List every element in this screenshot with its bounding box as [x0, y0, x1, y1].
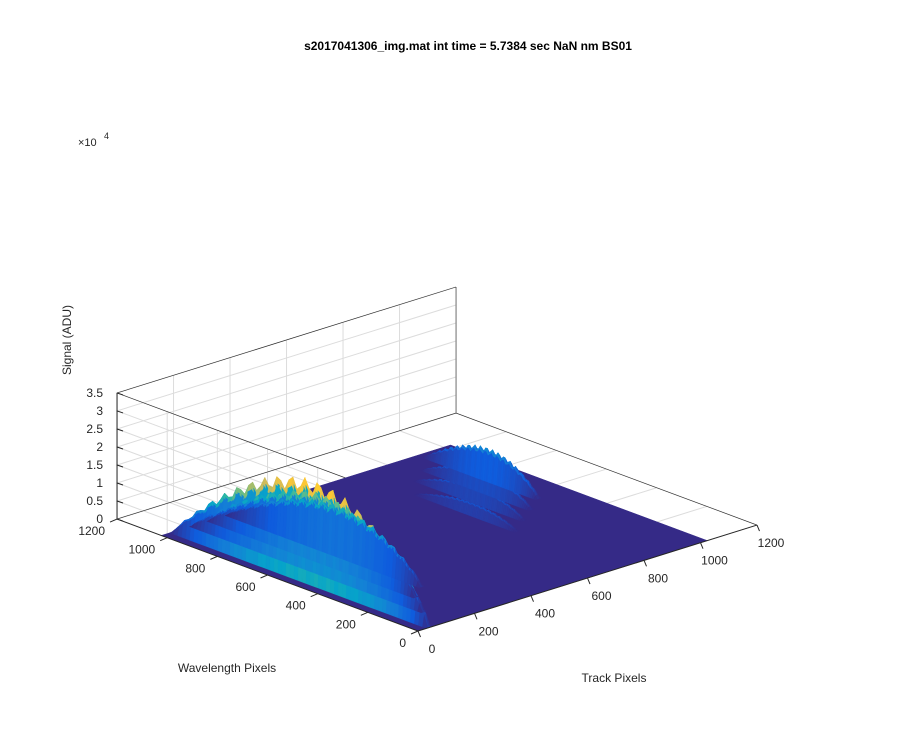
y-tick-label: 200: [336, 617, 356, 631]
surface-patch: [419, 580, 425, 587]
x-tick-mark: [417, 630, 421, 638]
surface-patch: [413, 588, 419, 598]
x-tick-label: 600: [591, 589, 611, 603]
x-tick-mark: [530, 595, 534, 602]
z-axis-label: Signal (ADU): [60, 305, 74, 375]
y-tick-label: 0: [399, 636, 406, 650]
y-tick-label: 600: [235, 580, 255, 594]
surface-track: [224, 497, 425, 588]
surface: [160, 444, 709, 632]
x-tick-mark: [700, 542, 704, 549]
z-tick-label: 2.5: [86, 422, 103, 436]
z-tick-mark: [116, 392, 124, 396]
z-tick-label: 1: [96, 476, 103, 490]
y-tick-mark: [360, 611, 369, 616]
z-tick-mark: [116, 482, 124, 486]
surface-track: [413, 493, 521, 533]
x-axis-label: Track Pixels: [582, 671, 647, 685]
y-tick-mark: [410, 630, 419, 635]
surface-patch: [523, 517, 528, 521]
tick-labels: 0200400600800100012000200400600800100012…: [78, 386, 784, 656]
y-tick-mark: [109, 518, 118, 523]
x-tick-label: 1200: [758, 536, 785, 550]
z-tick-label: 0.5: [86, 494, 103, 508]
y-tick-mark: [310, 593, 318, 598]
z-tick-label: 0: [96, 512, 103, 526]
y-tick-mark: [260, 574, 268, 579]
z-tick-label: 1.5: [86, 458, 103, 472]
x-tick-label: 200: [478, 624, 498, 638]
box-edge: [116, 412, 457, 520]
x-tick-mark: [587, 577, 591, 585]
box-edge: [455, 412, 758, 526]
z-tick-mark: [116, 500, 124, 504]
surface-patch: [421, 603, 428, 612]
z-tick-mark: [116, 410, 124, 414]
z-exponent-label: ×10 4: [78, 131, 109, 149]
y-tick-mark: [160, 537, 168, 542]
z-exponent-power: 4: [104, 131, 109, 141]
box-edge: [116, 286, 457, 394]
z-exponent-base: ×10: [78, 137, 97, 149]
z-tick-mark: [116, 464, 124, 468]
z-tick-label: 3: [96, 404, 103, 418]
x-tick-label: 400: [535, 607, 555, 621]
y-tick-label: 1000: [128, 543, 155, 557]
y-tick-label: 1200: [78, 524, 105, 538]
y-tick-label: 800: [185, 561, 205, 575]
z-tick-label: 2: [96, 440, 103, 454]
x-tick-label: 1000: [701, 554, 728, 568]
x-tick-mark: [474, 613, 478, 620]
y-tick-mark: [210, 555, 218, 560]
x-tick-label: 800: [648, 571, 668, 585]
x-tick-mark: [756, 524, 760, 532]
x-tick-mark: [643, 560, 647, 567]
z-tick-mark: [116, 428, 124, 432]
z-tick-mark: [116, 518, 124, 522]
surface-patch: [537, 494, 543, 499]
z-tick-mark: [116, 446, 124, 450]
surface-track: [421, 444, 543, 501]
y-axis-label: Wavelength Pixels: [178, 661, 276, 675]
chart-title: s2017041306_img.mat int time = 5.7384 se…: [304, 39, 632, 53]
x-tick-label: 0: [429, 642, 436, 656]
z-tick-label: 3.5: [86, 386, 103, 400]
surface-patch: [516, 529, 521, 532]
y-tick-label: 400: [286, 599, 306, 613]
surface-patch: [530, 506, 535, 510]
